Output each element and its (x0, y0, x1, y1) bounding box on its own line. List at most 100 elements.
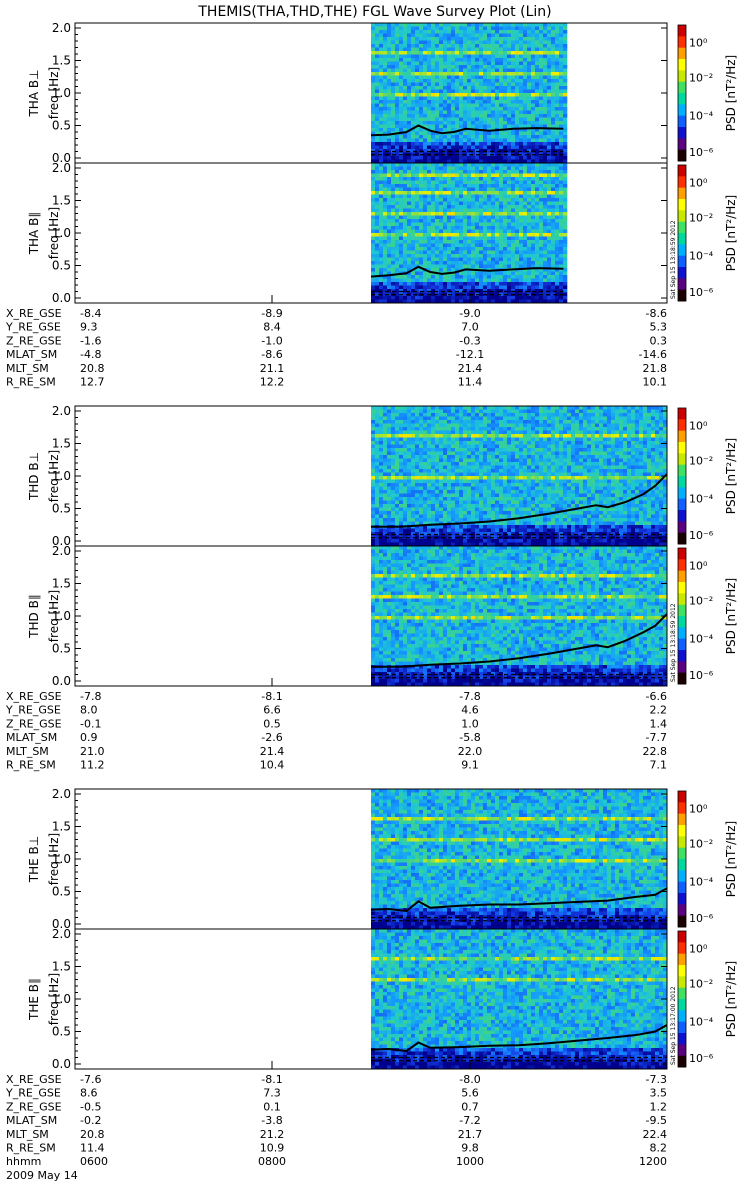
ephemeris-row-name: R_RE_SM (6, 376, 56, 389)
panel-label: THD B⊥ (27, 452, 41, 501)
ephemeris-value: 10.1 (643, 376, 668, 389)
colorbar-segment (678, 127, 686, 139)
ephemeris-row-name: X_RE_GSE (6, 1073, 62, 1086)
ephemeris-row-name: MLAT_SM (6, 731, 57, 744)
date-label: 2009 May 14 (6, 1169, 78, 1182)
ephemeris-value: 20.8 (80, 1128, 105, 1141)
ephemeris-value: 8.4 (263, 321, 281, 334)
ephemeris-value: 7.3 (263, 1087, 281, 1100)
panel-label: THE B⊥ (27, 836, 41, 883)
colorbar-segment (678, 661, 686, 674)
colorbar-tick-label: 10⁻² (689, 595, 713, 608)
colorbar-tick-label: 10⁰ (689, 803, 708, 816)
ephemeris-value: 21.4 (458, 362, 483, 375)
y-tick-label: 0.0 (52, 291, 71, 305)
ephemeris-value: 2.2 (650, 704, 668, 717)
y-tick-label: 0.0 (52, 674, 71, 688)
colorbar-segment (678, 904, 686, 917)
colorbar-segment (678, 825, 686, 837)
ephemeris-value: -5.8 (459, 731, 480, 744)
ephemeris-row-name: MLAT_SM (6, 1114, 57, 1127)
ephemeris-row-name: Z_RE_GSE (6, 1100, 62, 1113)
ephemeris-value: -0.1 (80, 717, 101, 730)
colorbar-tick-label: 10⁻⁴ (689, 632, 714, 645)
y-tick-label: 0.5 (52, 119, 71, 133)
colorbar-frame (677, 407, 687, 545)
colorbar-tick-label: 10⁻² (689, 212, 713, 225)
ephemeris-value: 11.4 (80, 1142, 105, 1155)
ephemeris-row-name: hhmm (6, 1155, 41, 1168)
gyro-trace (371, 473, 668, 528)
colorbar-segment (678, 847, 686, 860)
ephemeris-value: -7.8 (80, 690, 101, 703)
colorbar-segment (678, 836, 686, 849)
probe-group: 0.0 0.5 1.0 1.5 2.0 THA B⊥ freq [Hz] 10⁰ 10⁻² 10⁻… (5, 21, 738, 389)
ephemeris-value: 6.6 (263, 704, 281, 717)
ephemeris-value: 9.1 (461, 759, 479, 772)
y-tick-label: 0.0 (52, 534, 71, 548)
ephemeris-value: 12.7 (80, 376, 105, 389)
colorbar-segment (678, 593, 686, 606)
colorbar-segment (678, 165, 686, 177)
y-tick-label: 1.5 (52, 577, 71, 591)
y-tick-label: 0.5 (52, 502, 71, 516)
colorbar-segment (678, 559, 686, 572)
colorbar-segment (678, 487, 686, 500)
plot-area: 0.0 0.5 1.0 1.5 2.0 THA B⊥ freq [Hz] 10⁰ 10⁻² 10⁻… (5, 21, 738, 1182)
ephemeris-row-name: Y_RE_GSE (5, 1087, 61, 1100)
colorbar-segment (678, 1033, 686, 1045)
colorbar-segment (678, 870, 686, 883)
colorbar-segment (678, 430, 686, 443)
colorbar-segment (678, 115, 686, 128)
colorbar-segment (678, 650, 686, 662)
colorbar-segment (678, 604, 686, 617)
colorbar-segment (678, 616, 686, 628)
y-tick-label: 1.0 (52, 609, 71, 623)
ephemeris-value: 12.2 (260, 376, 285, 389)
y-tick-label: 0.5 (52, 1025, 71, 1039)
colorbar-segment (678, 953, 686, 966)
ephemeris-table: X_RE_GSE -8.4 -8.9 -9.0 -8.6 Y_RE_GSE 9.3 8.4 7.… (5, 307, 667, 389)
colorbar-segment (678, 255, 686, 268)
spectrogram-cells (371, 929, 668, 1070)
colorbar-segment (678, 521, 686, 534)
y-tick-label: 1.5 (52, 820, 71, 834)
colorbar-label: PSD [nT²/Hz] (724, 578, 738, 654)
colorbar-tick-label: 10⁰ (689, 943, 708, 956)
ephemeris-value: 1.4 (650, 717, 668, 730)
colorbar-segment (678, 570, 686, 583)
colorbar-frame (677, 790, 687, 928)
y-tick-label: 2.0 (52, 927, 71, 941)
ephemeris-value: -8.4 (80, 307, 101, 320)
panel-label: THA B∥ (27, 212, 41, 256)
y-tick-label: 2.0 (52, 787, 71, 801)
ephemeris-value: -8.1 (261, 690, 282, 703)
colorbar-label: PSD [nT²/Hz] (724, 195, 738, 271)
colorbar-segment (678, 672, 686, 685)
ephemeris-value: 21.7 (458, 1128, 483, 1141)
colorbar-segment (678, 442, 686, 454)
ephemeris-row-name: Y_RE_GSE (5, 704, 61, 717)
colorbar-segment (678, 47, 686, 60)
colorbar-tick-label: 10⁰ (689, 177, 708, 190)
ephemeris-value: -0.5 (80, 1100, 101, 1113)
colorbar-frame (677, 930, 687, 1068)
ephemeris-value: 8.2 (650, 1142, 668, 1155)
colorbar-tick-label: 10⁻² (689, 978, 713, 991)
ephemeris-value: 0600 (80, 1155, 108, 1168)
colorbar-segment (678, 1010, 686, 1023)
ephemeris-value: -7.7 (646, 731, 667, 744)
ephemeris-value: 10.9 (260, 1142, 285, 1155)
timestamp-stamp: Sat Sep 15 13:18:59 2012 (670, 220, 677, 299)
colorbar-segment (678, 176, 686, 189)
ephemeris-value: -2.6 (261, 731, 282, 744)
ephemeris-value: 4.6 (461, 704, 479, 717)
ephemeris-value: 11.4 (458, 376, 483, 389)
y-tick-label: 1.0 (52, 852, 71, 866)
gyro-trace (370, 1024, 668, 1053)
colorbar-segment (678, 289, 686, 302)
y-tick-label: 1.5 (52, 437, 71, 451)
ephemeris-value: 1200 (639, 1155, 667, 1168)
ephemeris-table: X_RE_GSE -7.8 -8.1 -7.8 -6.6 Y_RE_GSE 8.0 6.6 4.… (5, 690, 667, 772)
colorbar-tick-label: 10⁻⁶ (689, 146, 714, 159)
